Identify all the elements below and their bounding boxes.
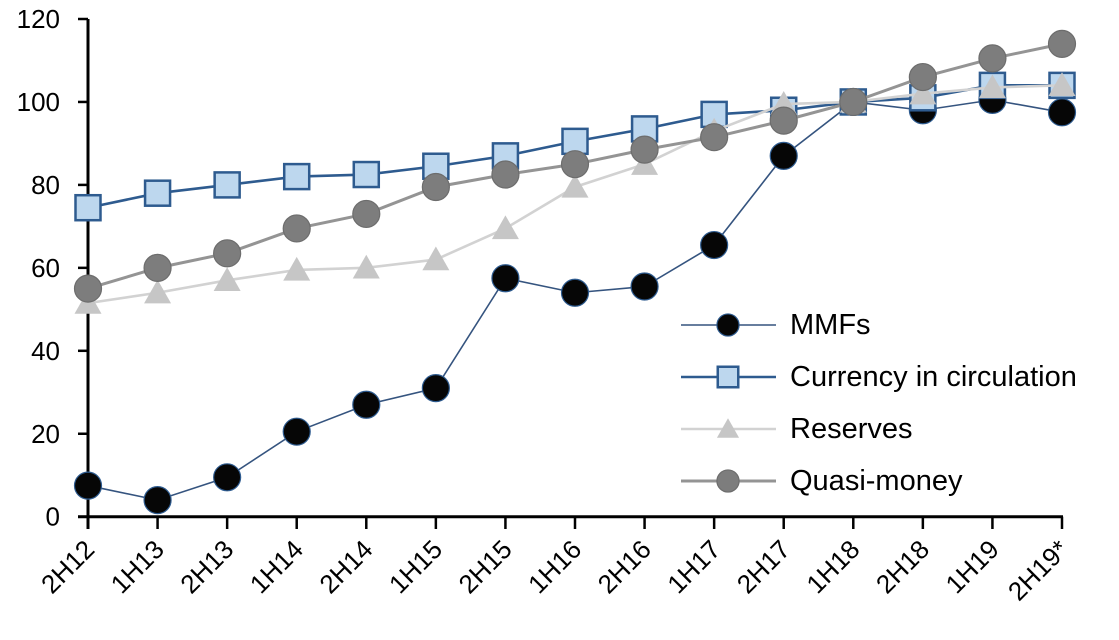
y-axis-tick-label: 100 bbox=[17, 87, 60, 117]
quasi-money-point-1h13 bbox=[143, 253, 172, 282]
x-axis-label-1h15: 1H15 bbox=[383, 534, 448, 599]
reserves-point-1h13 bbox=[144, 279, 172, 304]
reserves-point-2h13 bbox=[213, 267, 241, 291]
x-axis-label-1h13: 1H13 bbox=[105, 534, 170, 599]
x-axis-label-1h14: 1H14 bbox=[244, 534, 309, 599]
x-axis-label-2h16: 2H16 bbox=[592, 534, 657, 599]
x-axis-label-2h17: 2H17 bbox=[731, 534, 796, 599]
quasi-money-point-1h15 bbox=[421, 172, 450, 202]
x-axis-label-2h15: 2H15 bbox=[453, 534, 518, 599]
y-axis-tick-label: 40 bbox=[31, 336, 60, 366]
y-axis-tick-label: 120 bbox=[17, 4, 60, 34]
legend-marker-reserves bbox=[716, 418, 740, 438]
currency-line-square-marker-icon bbox=[681, 365, 776, 389]
reserves-point-1h15 bbox=[422, 246, 450, 271]
reserves-point-2h15 bbox=[491, 215, 519, 240]
currency-in-circulation-point-2h12 bbox=[74, 193, 102, 222]
y-axis-tick-label: 0 bbox=[46, 502, 60, 532]
quasi-money-point-1h14 bbox=[282, 214, 311, 243]
legend-marker-quasi-money bbox=[716, 469, 740, 493]
x-axis-label-2h18: 2H18 bbox=[870, 534, 935, 599]
reserves-point-1h14 bbox=[283, 256, 311, 281]
quasi-money-point-2h13 bbox=[213, 239, 242, 268]
mmfs-point-1h14 bbox=[282, 417, 311, 446]
x-axis-label-2h19-: 2H19* bbox=[1002, 534, 1074, 606]
y-axis-tick-label: 20 bbox=[31, 419, 60, 449]
quasi-money-point-1h19 bbox=[978, 44, 1007, 73]
mmfs-point-2h14 bbox=[352, 390, 381, 419]
quasi-money-point-2h12 bbox=[73, 274, 103, 303]
quasi-money-point-1h17 bbox=[700, 123, 729, 152]
x-axis-label-2h14: 2H14 bbox=[313, 534, 378, 599]
legend-label-quasi-money: Quasi-money bbox=[790, 464, 963, 497]
quasi-money-point-2h15 bbox=[491, 160, 520, 189]
legend-label-mmfs: MMFs bbox=[790, 308, 871, 341]
quasi-money-point-2h14 bbox=[352, 199, 381, 229]
currency-in-circulation-point-2h13 bbox=[213, 171, 241, 199]
quasi-money-line-circle-marker-icon bbox=[681, 469, 776, 493]
mmfs-line-circle-marker-icon bbox=[681, 313, 776, 337]
legend-item-mmfs: MMFs bbox=[681, 299, 1077, 351]
quasi-money-point-1h18 bbox=[839, 87, 868, 117]
quasi-money-point-2h19- bbox=[1047, 29, 1077, 58]
x-axis-label-2h12: 2H12 bbox=[35, 534, 100, 599]
mmfs-point-1h13 bbox=[143, 486, 172, 515]
series-quasi-money bbox=[73, 29, 1077, 303]
mmfs-point-2h12 bbox=[73, 471, 103, 500]
mmfs-point-2h15 bbox=[491, 264, 520, 293]
y-axis-tick-label: 80 bbox=[31, 170, 60, 200]
mmfs-point-2h19- bbox=[1047, 98, 1077, 127]
quasi-money-point-2h18 bbox=[908, 62, 937, 92]
reserves-point-1h16 bbox=[561, 173, 589, 198]
legend-item-reserves: Reserves bbox=[681, 403, 1077, 455]
currency-in-circulation-point-1h13 bbox=[143, 179, 172, 207]
legend-label-currency-in-circulation: Currency in circulation bbox=[790, 360, 1077, 393]
legend-marker-mmfs bbox=[716, 313, 740, 337]
mmfs-point-1h15 bbox=[421, 374, 450, 403]
reserves-point-2h14 bbox=[352, 254, 380, 279]
legend-label-reserves: Reserves bbox=[790, 412, 913, 445]
reserves-point-2h19- bbox=[1048, 72, 1076, 97]
reserves-line-triangle-marker-icon bbox=[681, 418, 776, 438]
y-axis-tick-label: 60 bbox=[31, 253, 60, 283]
legend-marker-currency-in-circulation bbox=[716, 365, 740, 389]
mmfs-point-2h16 bbox=[630, 272, 659, 301]
currency-in-circulation-point-2h14 bbox=[352, 160, 381, 189]
mmfs-point-2h13 bbox=[213, 463, 242, 492]
quasi-money-point-2h17 bbox=[769, 106, 798, 135]
reserves-point-1h19 bbox=[978, 74, 1006, 99]
chart-legend: MMFs Currency in circulation Reserves Qu… bbox=[681, 299, 1077, 507]
x-axis-label-1h17: 1H17 bbox=[661, 534, 726, 599]
currency-in-circulation-point-1h14 bbox=[282, 162, 311, 191]
x-axis-label-1h19: 1H19 bbox=[940, 534, 1005, 599]
legend-item-quasi-money: Quasi-money bbox=[681, 455, 1077, 507]
mmfs-point-1h16 bbox=[560, 278, 590, 307]
mmfs-point-2h17 bbox=[769, 141, 798, 170]
x-axis-label-2h13: 2H13 bbox=[174, 534, 239, 599]
quasi-money-point-1h16 bbox=[560, 150, 590, 179]
mmfs-point-1h17 bbox=[700, 230, 729, 260]
legend-item-currency-in-circulation: Currency in circulation bbox=[681, 351, 1077, 403]
x-axis-label-1h16: 1H16 bbox=[522, 534, 587, 599]
x-axis-label-1h18: 1H18 bbox=[800, 534, 865, 599]
quasi-money-point-2h16 bbox=[630, 135, 659, 164]
reserves-point-2h18 bbox=[909, 80, 937, 105]
